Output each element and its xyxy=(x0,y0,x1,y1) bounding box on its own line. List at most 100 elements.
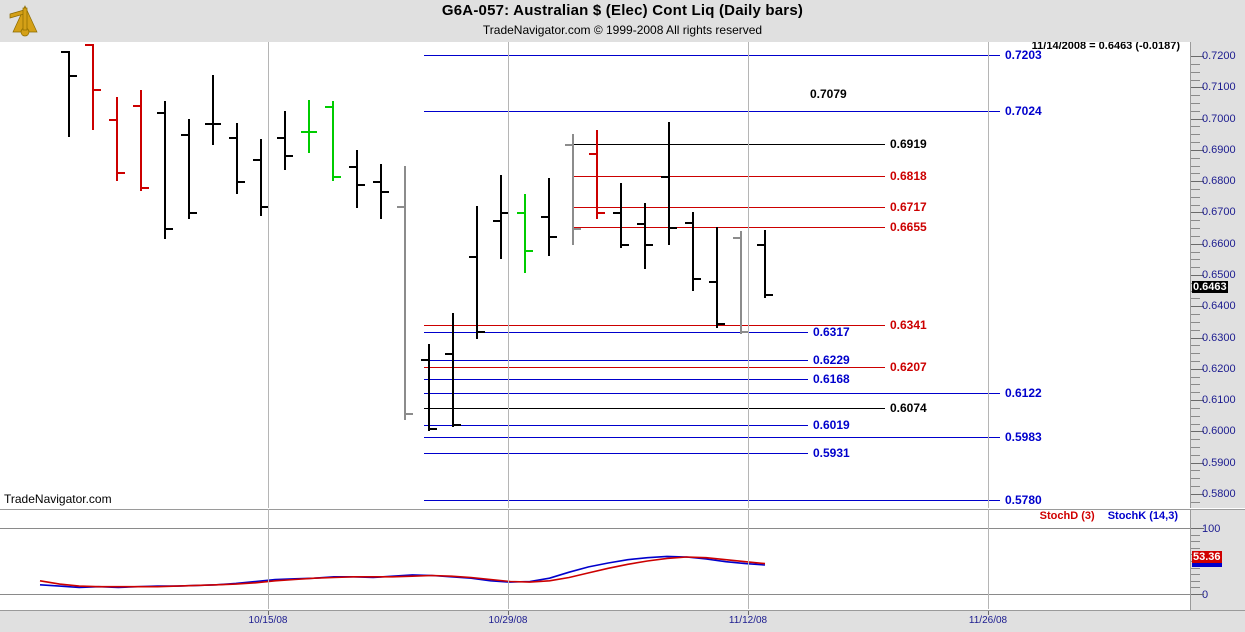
price-axis-label: 0.6400 xyxy=(1202,300,1236,313)
ohlc-bar[interactable] xyxy=(68,51,70,138)
ohlc-bar[interactable] xyxy=(476,206,478,340)
price-level-line[interactable] xyxy=(424,436,1000,438)
ohlc-bar[interactable] xyxy=(380,163,382,219)
ohlc-close-tick xyxy=(310,131,317,134)
ohlc-close-tick xyxy=(694,278,701,281)
ohlc-bar[interactable] xyxy=(428,343,430,432)
ohlc-bar[interactable] xyxy=(188,118,190,219)
ohlc-close-tick xyxy=(142,187,149,190)
date-axis-label: 11/12/08 xyxy=(728,615,768,626)
price-axis-minor-tick xyxy=(1191,314,1200,316)
price-axis-minor-tick xyxy=(1191,415,1200,417)
ohlc-bar[interactable] xyxy=(92,43,94,130)
ohlc-bar[interactable] xyxy=(740,231,742,335)
price-level-line[interactable] xyxy=(573,143,885,145)
price-level-line[interactable] xyxy=(424,359,808,361)
price-axis-minor-tick xyxy=(1191,79,1200,81)
ohlc-bar[interactable] xyxy=(332,101,334,182)
price-axis-minor-tick xyxy=(1191,102,1200,104)
price-axis-label: 0.6700 xyxy=(1202,206,1236,219)
ohlc-bar[interactable] xyxy=(356,149,358,208)
price-level-line[interactable] xyxy=(424,393,1000,395)
price-level-line[interactable] xyxy=(424,425,808,427)
price-axis-label: 0.5900 xyxy=(1202,456,1236,469)
stochastic-axis-minor-tick xyxy=(1191,587,1200,589)
price-level-line[interactable] xyxy=(424,408,885,410)
ohlc-open-tick xyxy=(517,212,524,215)
ohlc-open-tick xyxy=(469,256,476,259)
price-axis-minor-tick xyxy=(1191,71,1200,73)
ohlc-open-tick xyxy=(733,237,740,240)
price-axis[interactable]: 0.7200 0.7100 0.7000 0.6900 0.6800 0.6700 0.66… xyxy=(1190,42,1245,508)
price-axis-label: 0.6200 xyxy=(1202,362,1236,375)
ohlc-bar[interactable] xyxy=(716,226,718,329)
ohlc-open-tick xyxy=(277,137,284,140)
price-axis-minor-tick xyxy=(1191,95,1200,97)
price-level-line[interactable] xyxy=(424,378,808,380)
ohlc-bar[interactable] xyxy=(548,178,550,257)
stochastic-axis-minor-tick xyxy=(1191,534,1200,536)
ohlc-bar[interactable] xyxy=(236,123,238,194)
ohlc-bar[interactable] xyxy=(116,96,118,182)
price-axis-minor-tick xyxy=(1191,235,1200,237)
price-axis-minor-tick xyxy=(1191,228,1200,230)
price-level-line[interactable] xyxy=(424,366,885,368)
ohlc-close-tick xyxy=(598,212,605,215)
ohlc-bar[interactable] xyxy=(524,193,526,274)
ohlc-bar[interactable] xyxy=(572,134,574,246)
price-level-line[interactable] xyxy=(424,111,1000,113)
ohlc-bar[interactable] xyxy=(308,99,310,153)
ohlc-open-tick xyxy=(421,359,428,362)
stochastic-gridline xyxy=(0,594,1190,595)
price-axis-label: 0.6100 xyxy=(1202,394,1236,407)
ohlc-bar[interactable] xyxy=(452,312,454,427)
ohlc-bar[interactable] xyxy=(404,165,406,421)
ohlc-close-tick xyxy=(574,228,581,231)
price-level-line[interactable] xyxy=(573,207,885,209)
ohlc-bar[interactable] xyxy=(164,101,166,240)
ohlc-open-tick xyxy=(301,131,308,134)
ohlc-bar[interactable] xyxy=(596,129,598,219)
price-level-line[interactable] xyxy=(424,332,808,334)
price-axis-minor-tick xyxy=(1191,204,1200,206)
ohlc-bar[interactable] xyxy=(644,203,646,269)
ohlc-bar[interactable] xyxy=(500,174,502,260)
ohlc-bar[interactable] xyxy=(140,90,142,191)
price-level-line[interactable] xyxy=(424,55,1000,57)
price-axis-minor-tick xyxy=(1191,63,1200,65)
price-axis-tick xyxy=(1191,431,1204,433)
price-level-line[interactable] xyxy=(573,226,885,228)
stochastic-pane[interactable]: StochD (3) StochK (14,3) xyxy=(0,509,1191,610)
legend-stochd: StochD (3) xyxy=(1039,510,1095,522)
price-axis-minor-tick xyxy=(1191,407,1200,409)
date-axis-tick xyxy=(988,611,989,615)
price-chart-pane[interactable]: 11/14/2008 = 0.6463 (-0.0187) TradeNavig… xyxy=(0,42,1191,508)
price-axis-minor-tick xyxy=(1191,353,1200,355)
ohlc-bar[interactable] xyxy=(212,74,214,146)
price-level-line[interactable] xyxy=(573,175,885,177)
ohlc-bar[interactable] xyxy=(284,110,286,171)
ohlc-bar[interactable] xyxy=(668,121,670,246)
ohlc-close-tick xyxy=(550,235,557,238)
price-level-line[interactable] xyxy=(424,500,1000,502)
stochastic-axis-minor-tick xyxy=(1191,574,1200,576)
price-axis-minor-tick xyxy=(1191,196,1200,198)
ohlc-open-tick xyxy=(133,104,140,107)
stochastic-axis[interactable]: 100 0 53.36 xyxy=(1190,509,1245,610)
price-axis-label: 0.6300 xyxy=(1202,331,1236,344)
price-axis-tick xyxy=(1191,118,1204,120)
price-axis-tick xyxy=(1191,87,1204,89)
ohlc-bar[interactable] xyxy=(260,138,262,216)
ohlc-bar[interactable] xyxy=(764,229,766,299)
ohlc-bar[interactable] xyxy=(692,212,694,291)
price-axis-label: 0.6500 xyxy=(1202,269,1236,281)
ohlc-open-tick xyxy=(373,181,380,184)
price-level-line[interactable] xyxy=(424,324,885,326)
stochastic-gridline xyxy=(0,528,1190,529)
ohlc-bar[interactable] xyxy=(620,182,622,249)
price-level-line[interactable] xyxy=(424,452,808,454)
ohlc-open-tick xyxy=(85,43,92,46)
date-axis-label: 10/29/08 xyxy=(488,615,528,626)
date-axis[interactable]: 10/15/08 10/29/08 11/12/08 11/26/08 xyxy=(0,610,1245,632)
price-axis-label: 0.6900 xyxy=(1202,143,1236,156)
